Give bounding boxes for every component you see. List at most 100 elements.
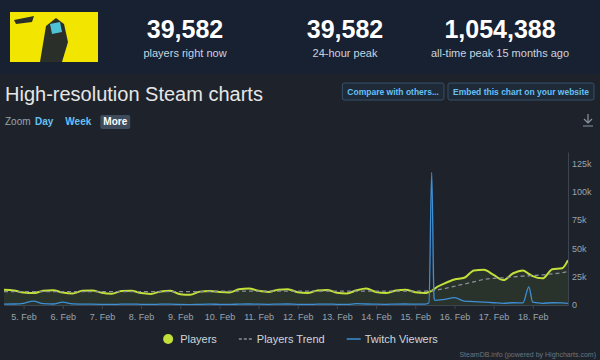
capsule-figure: [40, 18, 68, 62]
x-tick-mark: [298, 305, 299, 309]
zoom-option[interactable]: Day: [32, 115, 56, 129]
series-line: [4, 172, 568, 304]
x-tick-label: 10. Feb: [205, 312, 236, 322]
x-tick: 5. Feb: [11, 305, 37, 322]
y-tick: 125k: [568, 159, 592, 169]
x-tick-label: 15. Feb: [400, 312, 431, 322]
zoom-option-box[interactable]: [62, 115, 94, 129]
page-root: 39,582 players right now 39,582 24-hour pea…: [0, 0, 600, 360]
x-tick: 9. Feb: [168, 305, 194, 322]
capsule-detail: [50, 22, 62, 34]
legend-label[interactable]: Players: [180, 333, 217, 345]
x-tick-label: 5. Feb: [11, 312, 37, 322]
header-background: [0, 0, 600, 74]
zoom-label: Zoom: [5, 116, 31, 127]
y-tick-label: 125k: [572, 159, 592, 169]
legend-symbol[interactable]: [163, 334, 173, 344]
x-tick-mark: [102, 305, 103, 309]
series-area: [4, 260, 568, 305]
y-tick-label: 75k: [572, 215, 587, 225]
plot-area: [4, 172, 568, 305]
y-axis-line: [568, 153, 569, 306]
zoom-option[interactable]: More: [100, 115, 130, 129]
button-box[interactable]: [448, 83, 594, 100]
y-tick: 100k: [568, 187, 592, 197]
legend-label[interactable]: Players Trend: [257, 333, 325, 345]
x-tick: 16. Feb: [440, 305, 471, 322]
y-tick: 50k: [568, 244, 587, 254]
zoom-option-box[interactable]: [100, 115, 130, 129]
x-tick-mark: [415, 305, 416, 309]
x-tick-mark: [454, 305, 455, 309]
series-line: [4, 260, 568, 295]
chart-svg: 39,582 players right now 39,582 24-hour pea…: [0, 0, 600, 360]
download-button[interactable]: [583, 114, 593, 126]
stat-label: 24-hour peak: [313, 47, 378, 59]
legend-symbol[interactable]: [239, 338, 253, 340]
x-tick: 17. Feb: [479, 305, 510, 322]
game-capsule[interactable]: [10, 12, 98, 62]
button[interactable]: Embed this chart on your website: [448, 83, 594, 100]
x-tick: 8. Feb: [129, 305, 155, 322]
x-tick-label: 14. Feb: [361, 312, 392, 322]
x-tick-label: 7. Feb: [90, 312, 116, 322]
legend-symbol[interactable]: [347, 338, 361, 340]
x-axis-line: [5, 305, 569, 306]
button-label[interactable]: Embed this chart on your website: [453, 87, 589, 97]
x-tick: 10. Feb: [205, 305, 236, 322]
legend-item[interactable]: Players Trend: [239, 333, 325, 345]
x-tick-mark: [24, 305, 25, 309]
x-tick: 11. Feb: [244, 305, 274, 322]
zoom-option-label[interactable]: Day: [35, 116, 54, 127]
stat-value: 39,582: [307, 15, 383, 43]
x-tick-mark: [337, 305, 338, 309]
x-tick-mark: [141, 305, 142, 309]
stat-label: players right now: [143, 47, 226, 59]
y-tick-label: 25k: [572, 272, 587, 282]
y-tick-label: 50k: [572, 244, 587, 254]
zoom-option-label[interactable]: Week: [65, 116, 91, 127]
stat-value: 39,582: [147, 15, 223, 43]
x-tick: 7. Feb: [90, 305, 116, 322]
legend: Players Players Trend Twitch Viewers: [163, 333, 438, 345]
x-tick-mark: [63, 305, 64, 309]
y-tick: 25k: [568, 272, 587, 282]
y-tick: 0: [568, 300, 577, 310]
x-tick-mark: [376, 305, 377, 309]
capsule-image: [10, 12, 98, 62]
page-title: High-resolution Steam charts: [5, 83, 263, 105]
legend-item[interactable]: Twitch Viewers: [347, 333, 439, 345]
y-axis: 0 25k 50k 75k 100k 125k: [568, 153, 592, 311]
stat-value: 1,054,388: [444, 15, 555, 43]
capsule-logo: [14, 16, 34, 24]
x-tick: 14. Feb: [361, 305, 392, 322]
zoom-option[interactable]: Week: [62, 115, 94, 129]
y-tick-label: 100k: [572, 187, 592, 197]
x-tick-label: 13. Feb: [322, 312, 353, 322]
x-tick: 12. Feb: [283, 305, 314, 322]
x-tick-mark: [180, 305, 181, 309]
x-tick-label: 18. Feb: [518, 312, 549, 322]
series-line: [4, 272, 568, 292]
x-tick-label: 9. Feb: [168, 312, 194, 322]
x-tick: 15. Feb: [400, 305, 431, 322]
zoom-option-box[interactable]: [32, 115, 56, 129]
zoom-option-label[interactable]: More: [103, 116, 127, 127]
x-tick-label: 6. Feb: [50, 312, 76, 322]
download-icon[interactable]: [583, 114, 593, 126]
legend-label[interactable]: Twitch Viewers: [365, 333, 439, 345]
x-tick-mark: [259, 305, 260, 309]
legend-item[interactable]: Players: [163, 333, 217, 345]
x-tick-mark: [494, 305, 495, 309]
button[interactable]: Compare with others...: [342, 83, 444, 100]
button-label[interactable]: Compare with others...: [347, 87, 439, 97]
button-box[interactable]: [342, 83, 444, 100]
x-tick-mark: [219, 305, 220, 309]
stat-label: all-time peak 15 months ago: [431, 47, 569, 59]
x-tick-mark: [533, 305, 534, 309]
x-tick: 18. Feb: [518, 305, 549, 322]
page-background: [0, 0, 600, 360]
y-tick-label: 0: [572, 300, 577, 310]
credits[interactable]: SteamDB.info (powered by Highcharts.com): [459, 351, 596, 359]
x-tick: 13. Feb: [322, 305, 353, 322]
